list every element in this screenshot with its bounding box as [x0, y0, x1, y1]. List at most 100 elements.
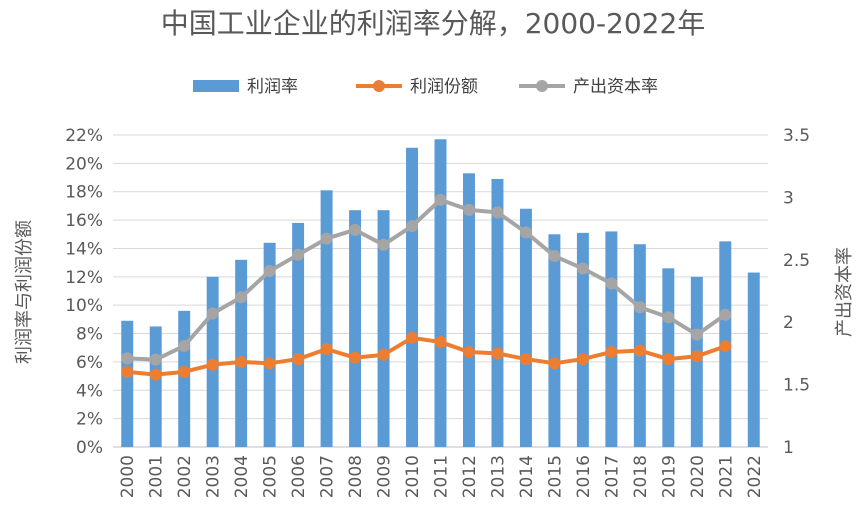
x-tick-label: 2013 — [488, 455, 508, 498]
series-point — [206, 358, 219, 371]
legend-label: 产出资本率 — [573, 77, 658, 97]
x-tick-label: 2002 — [175, 455, 195, 498]
right-tick-label: 1.5 — [783, 376, 810, 396]
bar — [320, 190, 333, 448]
bar — [178, 310, 191, 447]
x-tick-label: 2022 — [745, 455, 765, 498]
x-tick-label: 2005 — [261, 455, 281, 498]
x-tick-label: 2006 — [289, 455, 309, 498]
x-tick-label: 2007 — [318, 455, 338, 498]
bar — [434, 139, 447, 447]
series-point — [690, 350, 703, 363]
chart-title: 中国工业企业的利润率分解，2000-2022年 — [161, 7, 706, 40]
x-tick-label: 2014 — [517, 455, 537, 498]
series-point — [462, 345, 475, 358]
series-point — [662, 353, 675, 366]
series-point — [434, 193, 447, 206]
series-point — [662, 311, 675, 324]
series-point — [548, 250, 561, 263]
x-axis-ticks: 2000 2001 2002 2003 2004 2005 2006 2007 2008 2009… — [118, 455, 765, 498]
bar — [519, 208, 532, 447]
left-tick-label: 8% — [76, 325, 103, 345]
x-tick-label: 2004 — [232, 455, 252, 498]
x-tick-label: 2011 — [432, 455, 452, 498]
x-tick-label: 2010 — [403, 455, 423, 498]
left-axis-title: 利润率与利润份额 — [14, 220, 35, 364]
left-tick-label: 10% — [65, 296, 103, 316]
series-point — [263, 265, 276, 278]
left-tick-label: 20% — [65, 154, 103, 174]
x-tick-label: 2016 — [574, 455, 594, 498]
series-point — [605, 345, 618, 358]
series-point — [719, 308, 732, 321]
x-tick-label: 2020 — [688, 455, 708, 498]
bar-series — [121, 139, 760, 448]
left-tick-label: 14% — [65, 239, 103, 259]
x-tick-label: 2003 — [204, 455, 224, 498]
right-tick-label: 2.5 — [783, 251, 810, 271]
series-point — [576, 262, 589, 275]
series-point — [719, 340, 732, 353]
series-point — [491, 206, 504, 219]
series-point — [605, 277, 618, 290]
legend-label: 利润份额 — [410, 77, 478, 97]
series-point — [235, 355, 248, 368]
right-axis-title: 产出资本率 — [834, 247, 855, 337]
x-tick-label: 2019 — [659, 455, 679, 498]
left-tick-label: 22% — [65, 126, 103, 146]
bar — [292, 222, 305, 447]
left-tick-label: 6% — [76, 353, 103, 373]
left-tick-label: 2% — [76, 410, 103, 430]
series-point — [462, 203, 475, 216]
series-point — [519, 226, 532, 239]
legend-label: 利润率 — [247, 77, 298, 97]
series-point — [377, 348, 390, 361]
series-point — [320, 343, 333, 356]
series-point — [377, 238, 390, 251]
line-series — [121, 193, 732, 381]
bar — [605, 231, 618, 447]
bar — [235, 259, 248, 447]
right-axis-ticks: 1 1.5 2 2.5 3 3.5 — [783, 126, 810, 458]
series-point — [263, 357, 276, 370]
series-point — [519, 353, 532, 366]
legend-marker — [373, 80, 385, 92]
right-tick-label: 2 — [783, 313, 794, 333]
x-tick-label: 2000 — [118, 455, 138, 498]
bar — [548, 234, 561, 447]
series-point — [576, 353, 589, 366]
right-tick-label: 1 — [783, 438, 794, 458]
series-line — [127, 197, 727, 362]
bar — [491, 178, 504, 448]
series-point — [320, 232, 333, 245]
series-point — [292, 353, 305, 366]
series-point — [206, 307, 219, 320]
left-axis-ticks: 0% 2% 4% 6% 8% 10% 12% 14% 16% 18% 20% 22% — [65, 126, 103, 458]
x-tick-label: 2015 — [545, 455, 565, 498]
series-point — [690, 328, 703, 341]
bar — [263, 242, 276, 447]
x-tick-label: 2017 — [602, 455, 622, 498]
series-point — [349, 223, 362, 236]
x-tick-label: 2009 — [375, 455, 395, 498]
series-point — [633, 301, 646, 314]
bar — [406, 147, 419, 447]
series-point — [121, 352, 134, 365]
right-tick-label: 3.5 — [783, 126, 810, 146]
series-point — [121, 365, 134, 378]
left-tick-label: 12% — [65, 268, 103, 288]
bar — [747, 272, 760, 447]
bar — [576, 232, 589, 447]
bar — [149, 326, 162, 447]
series-line — [127, 335, 726, 377]
series-point — [349, 351, 362, 364]
legend-marker — [536, 80, 548, 92]
series-point — [149, 368, 162, 381]
series-point — [149, 353, 162, 366]
series-point — [235, 291, 248, 304]
bar — [377, 210, 390, 447]
x-tick-label: 2012 — [460, 455, 480, 498]
legend-swatch — [193, 80, 239, 92]
left-tick-label: 16% — [65, 211, 103, 231]
